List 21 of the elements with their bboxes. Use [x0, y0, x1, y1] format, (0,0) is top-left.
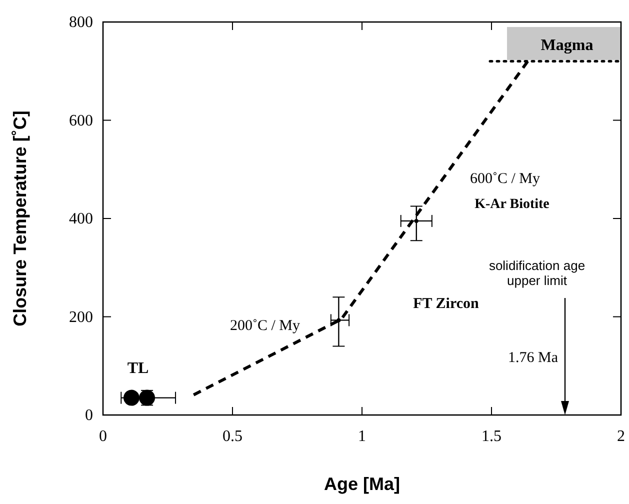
- annotation: 1.76 Ma: [508, 350, 558, 366]
- annotation: solidification age: [488, 258, 586, 273]
- x-tick-label: 1: [358, 428, 366, 445]
- annotation: upper limit: [507, 273, 568, 288]
- annotation: 600˚C / My: [470, 171, 540, 187]
- x-tick-label: 0: [99, 428, 107, 445]
- y-tick-label: 400: [69, 210, 93, 228]
- annotation: 200˚C / My: [230, 318, 300, 334]
- x-tick-label: 1.5: [482, 428, 502, 445]
- x-axis-title: Age [Ma]: [324, 474, 400, 494]
- y-tick-label: 200: [69, 308, 93, 326]
- annotation: TL: [127, 360, 149, 377]
- y-axis-title: Closure Temperature [˚C]: [10, 110, 30, 326]
- annotation: K-Ar Biotite: [474, 197, 550, 212]
- y-tick-label: 800: [69, 14, 93, 31]
- x-tick-label: 0.5: [222, 428, 242, 445]
- x-tick-label: 2: [617, 428, 625, 445]
- annotation: FT Zircon: [413, 296, 480, 312]
- annotation: Magma: [540, 37, 594, 54]
- y-tick-label: 0: [85, 407, 93, 424]
- y-tick-label: 600: [69, 112, 93, 130]
